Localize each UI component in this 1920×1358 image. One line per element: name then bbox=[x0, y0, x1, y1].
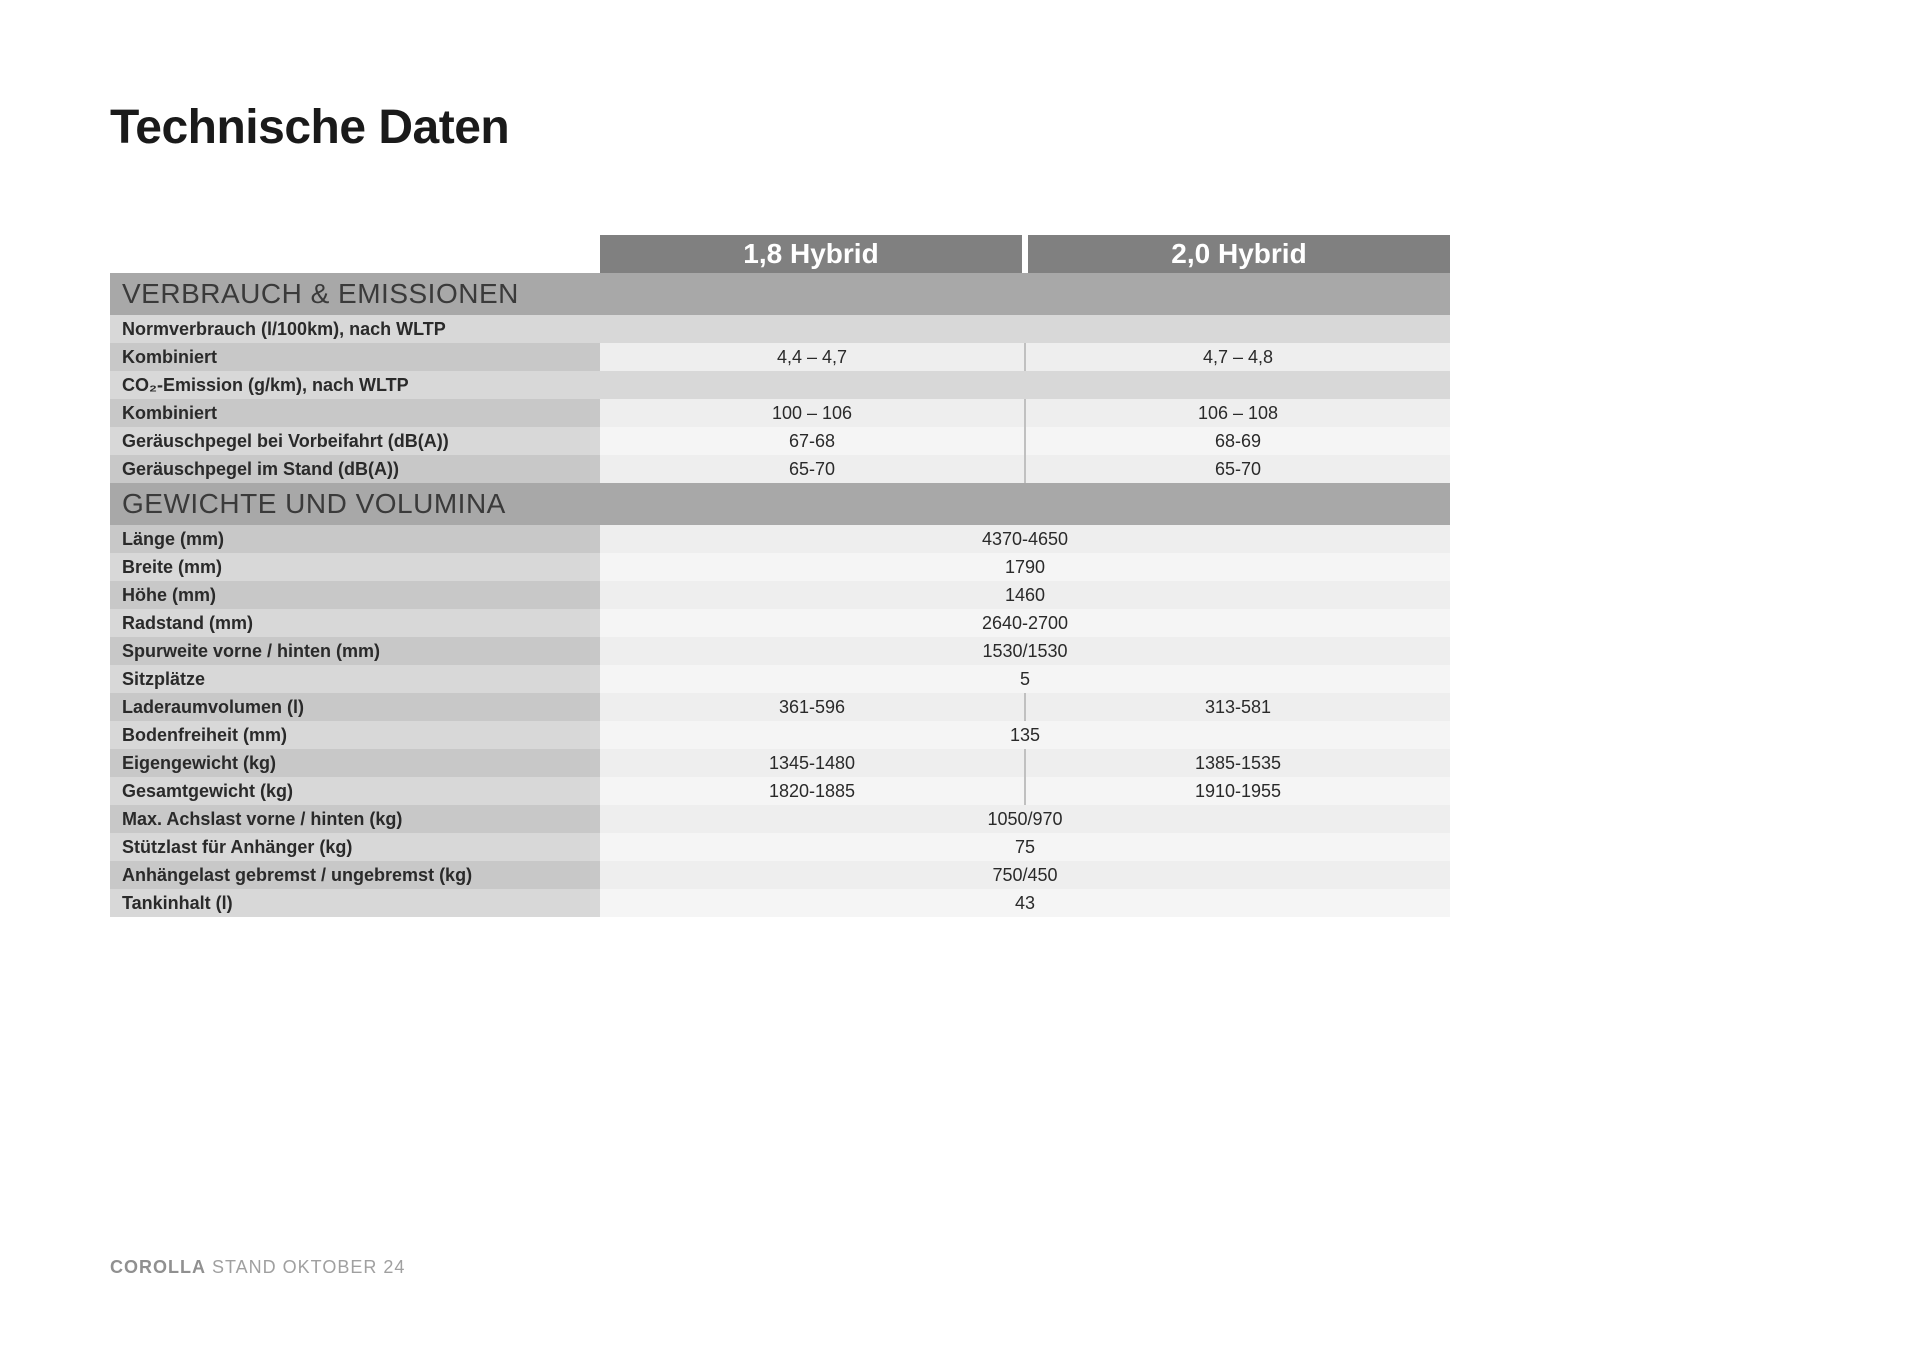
table-row: Breite (mm)1790 bbox=[110, 553, 1450, 581]
table-row: Kombiniert100 – 106106 – 108 bbox=[110, 399, 1450, 427]
row-value: 43 bbox=[600, 889, 1450, 917]
row-value: 4370-4650 bbox=[600, 525, 1450, 553]
row-label: Bodenfreiheit (mm) bbox=[110, 721, 600, 749]
row-label: Stützlast für Anhänger (kg) bbox=[110, 833, 600, 861]
row-value-2: 4,7 – 4,8 bbox=[1025, 343, 1450, 371]
row-value-2: 1910-1955 bbox=[1025, 777, 1450, 805]
subheader-row: CO₂-Emission (g/km), nach WLTP bbox=[110, 371, 1450, 399]
row-label: Eigengewicht (kg) bbox=[110, 749, 600, 777]
row-value-1: 67-68 bbox=[600, 427, 1025, 455]
row-value: 2640-2700 bbox=[600, 609, 1450, 637]
table-row: Max. Achslast vorne / hinten (kg)1050/97… bbox=[110, 805, 1450, 833]
subheader-row: Normverbrauch (l/100km), nach WLTP bbox=[110, 315, 1450, 343]
row-value-1: 361-596 bbox=[600, 693, 1025, 721]
row-label: Geräuschpegel im Stand (dB(A)) bbox=[110, 455, 600, 483]
row-label: Gesamtgewicht (kg) bbox=[110, 777, 600, 805]
row-label: Tankinhalt (l) bbox=[110, 889, 600, 917]
table-row: Bodenfreiheit (mm)135 bbox=[110, 721, 1450, 749]
row-value-1: 4,4 – 4,7 bbox=[600, 343, 1025, 371]
table-row: Kombiniert4,4 – 4,74,7 – 4,8 bbox=[110, 343, 1450, 371]
row-value-1: 1820-1885 bbox=[600, 777, 1025, 805]
table-row: Anhängelast gebremst / ungebremst (kg)75… bbox=[110, 861, 1450, 889]
section-title: VERBRAUCH & EMISSIONEN bbox=[110, 273, 1450, 315]
row-label: Radstand (mm) bbox=[110, 609, 600, 637]
row-label: Breite (mm) bbox=[110, 553, 600, 581]
row-value-2: 106 – 108 bbox=[1025, 399, 1450, 427]
row-label: Max. Achslast vorne / hinten (kg) bbox=[110, 805, 600, 833]
row-value: 750/450 bbox=[600, 861, 1450, 889]
row-label: Länge (mm) bbox=[110, 525, 600, 553]
table-row: Eigengewicht (kg)1345-14801385-1535 bbox=[110, 749, 1450, 777]
row-label: Geräuschpegel bei Vorbeifahrt (dB(A)) bbox=[110, 427, 600, 455]
footer-model: COROLLA bbox=[110, 1257, 206, 1277]
table-row: Radstand (mm)2640-2700 bbox=[110, 609, 1450, 637]
footer-date: STAND OKTOBER 24 bbox=[206, 1257, 405, 1277]
page-title: Technische Daten bbox=[110, 100, 1810, 155]
row-label: Laderaumvolumen (l) bbox=[110, 693, 600, 721]
header-empty bbox=[110, 235, 600, 273]
row-value-1: 1345-1480 bbox=[600, 749, 1025, 777]
column-header-row: 1,8 Hybrid 2,0 Hybrid bbox=[110, 235, 1450, 273]
row-value: 5 bbox=[600, 665, 1450, 693]
table-row: Länge (mm)4370-4650 bbox=[110, 525, 1450, 553]
table-row: Geräuschpegel im Stand (dB(A))65-7065-70 bbox=[110, 455, 1450, 483]
table-row: Höhe (mm)1460 bbox=[110, 581, 1450, 609]
row-value-2: 313-581 bbox=[1025, 693, 1450, 721]
row-label: Sitzplätze bbox=[110, 665, 600, 693]
section-header: VERBRAUCH & EMISSIONEN bbox=[110, 273, 1450, 315]
row-value-2: 65-70 bbox=[1025, 455, 1450, 483]
row-value: 1530/1530 bbox=[600, 637, 1450, 665]
table-row: Geräuschpegel bei Vorbeifahrt (dB(A))67-… bbox=[110, 427, 1450, 455]
row-label: Höhe (mm) bbox=[110, 581, 600, 609]
column-header-1: 1,8 Hybrid bbox=[600, 235, 1025, 273]
column-header-2: 2,0 Hybrid bbox=[1025, 235, 1450, 273]
row-value: 135 bbox=[600, 721, 1450, 749]
spec-table: 1,8 Hybrid 2,0 Hybrid VERBRAUCH & EMISSI… bbox=[110, 235, 1450, 917]
table-row: Gesamtgewicht (kg)1820-18851910-1955 bbox=[110, 777, 1450, 805]
row-label: Kombiniert bbox=[110, 343, 600, 371]
row-label: Kombiniert bbox=[110, 399, 600, 427]
table-row: Stützlast für Anhänger (kg)75 bbox=[110, 833, 1450, 861]
footer: COROLLA STAND OKTOBER 24 bbox=[110, 1257, 405, 1278]
row-value-1: 100 – 106 bbox=[600, 399, 1025, 427]
subheader-label: CO₂-Emission (g/km), nach WLTP bbox=[110, 371, 1450, 399]
row-value: 1790 bbox=[600, 553, 1450, 581]
table-row: Sitzplätze5 bbox=[110, 665, 1450, 693]
section-title: GEWICHTE UND VOLUMINA bbox=[110, 483, 1450, 525]
row-value-2: 1385-1535 bbox=[1025, 749, 1450, 777]
row-value: 1460 bbox=[600, 581, 1450, 609]
subheader-label: Normverbrauch (l/100km), nach WLTP bbox=[110, 315, 1450, 343]
row-label: Anhängelast gebremst / ungebremst (kg) bbox=[110, 861, 600, 889]
row-value: 1050/970 bbox=[600, 805, 1450, 833]
row-label: Spurweite vorne / hinten (mm) bbox=[110, 637, 600, 665]
table-row: Tankinhalt (l)43 bbox=[110, 889, 1450, 917]
table-row: Spurweite vorne / hinten (mm)1530/1530 bbox=[110, 637, 1450, 665]
row-value-2: 68-69 bbox=[1025, 427, 1450, 455]
section-header: GEWICHTE UND VOLUMINA bbox=[110, 483, 1450, 525]
table-row: Laderaumvolumen (l)361-596313-581 bbox=[110, 693, 1450, 721]
row-value: 75 bbox=[600, 833, 1450, 861]
row-value-1: 65-70 bbox=[600, 455, 1025, 483]
